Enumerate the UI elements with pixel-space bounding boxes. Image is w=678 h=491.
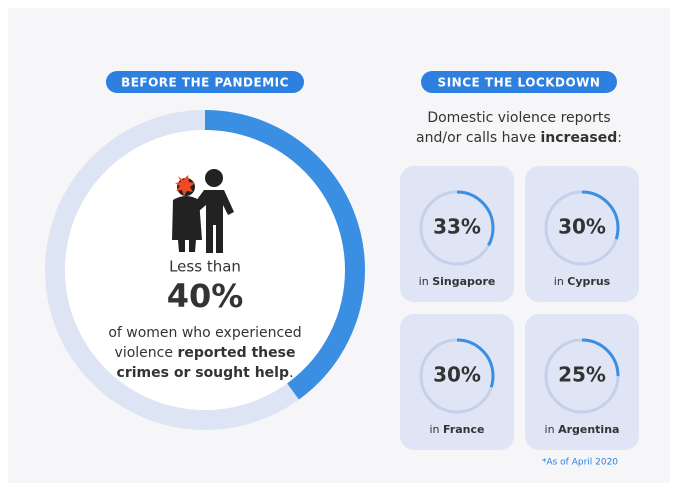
description: . [289, 365, 293, 381]
caption-place: Singapore [432, 275, 495, 288]
card-stat: 30% [558, 215, 606, 239]
description-bold: reported these [177, 345, 295, 361]
badge: SINCE THE LOCKDOWN [438, 76, 601, 90]
big-stat: 40% [167, 277, 244, 315]
badge: BEFORE THE PANDEMIC [121, 76, 289, 90]
card-stat: 25% [558, 363, 606, 387]
card-caption: in France [429, 423, 484, 436]
intro-bold: increased [540, 130, 617, 146]
description-bold: crimes or sought help [117, 365, 289, 381]
footnote: *As of April 2020 [542, 458, 618, 468]
description: crimes or sought help. [117, 365, 294, 381]
description: violence reported these [115, 345, 296, 361]
description: of women who experienced [108, 325, 301, 341]
caption-place: Cyprus [567, 275, 610, 288]
card-caption: in Cyprus [554, 275, 611, 288]
intro: and/or calls have increased: [416, 130, 622, 146]
intro: and/or calls have [416, 130, 540, 146]
card-stat: 33% [433, 215, 481, 239]
caption-prefix: in [429, 423, 443, 436]
card-caption: in Argentina [545, 423, 620, 436]
intro: Domestic violence reports [427, 110, 610, 126]
card-stat: 30% [433, 363, 481, 387]
infographic: BEFORE THE PANDEMIC SINCE THE LOCKDOWN L… [0, 0, 678, 491]
caption-prefix: in [545, 423, 559, 436]
lead: Less than [169, 258, 241, 276]
caption-place: France [443, 423, 484, 436]
caption-place: Argentina [558, 423, 619, 436]
intro: : [617, 130, 622, 146]
caption-prefix: in [419, 275, 433, 288]
card-caption: in Singapore [419, 275, 496, 288]
caption-prefix: in [554, 275, 568, 288]
description: violence [115, 345, 178, 361]
